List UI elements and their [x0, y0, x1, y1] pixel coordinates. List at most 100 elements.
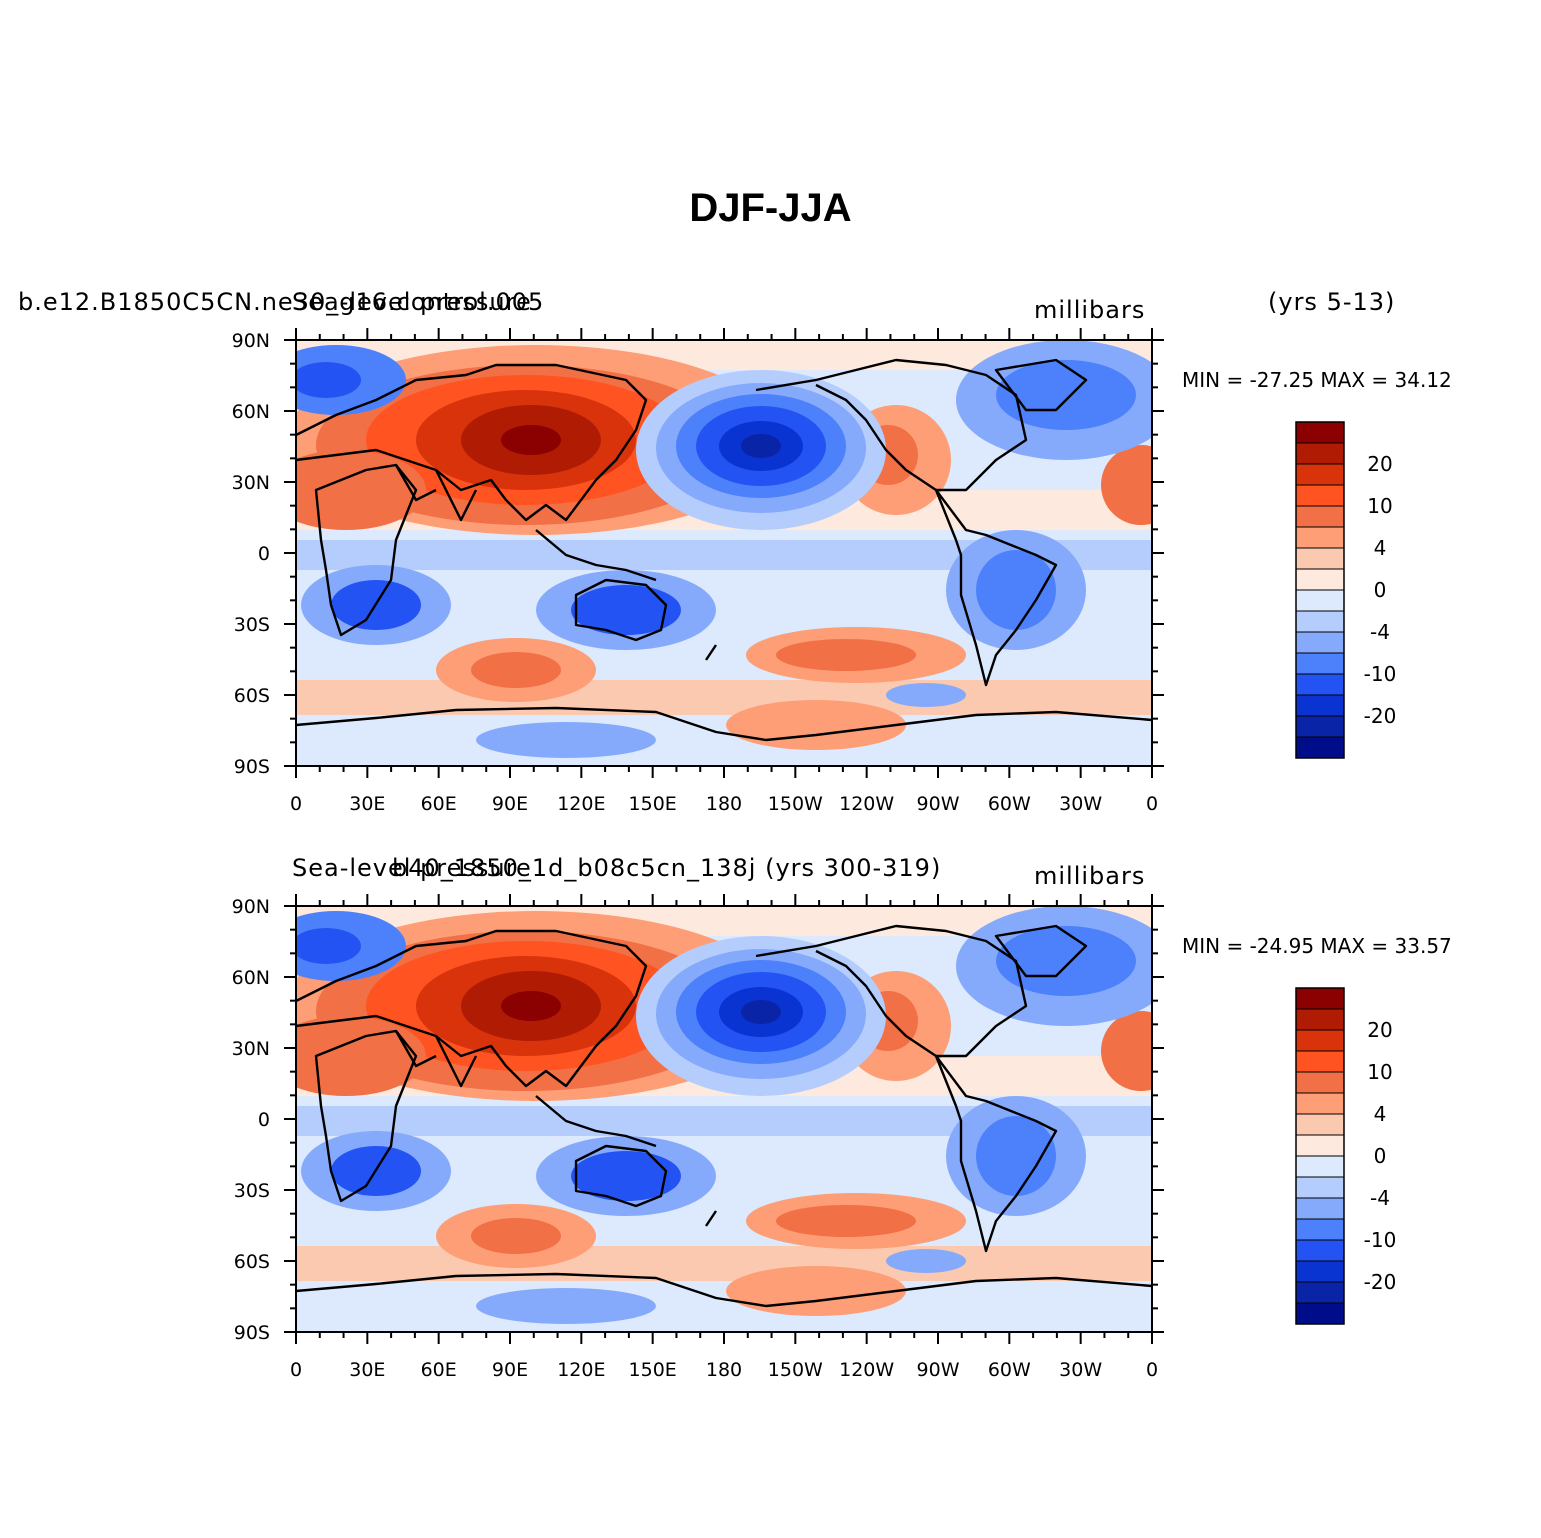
pressure-field [296, 340, 1152, 766]
colorbar-label: 10 [1367, 494, 1392, 518]
lon-tick-label: 120W [839, 1359, 894, 1381]
colorbar-swatch [1295, 1029, 1345, 1052]
colorbar-label: -10 [1364, 662, 1397, 686]
colorbar-swatch [1295, 694, 1345, 717]
lat-tick-label: 0 [258, 543, 270, 565]
colorbar-frame [1295, 987, 1345, 1325]
lat-tick-label: 60N [232, 967, 270, 989]
lon-tick-label: 120E [557, 793, 605, 815]
lat-tick-label: 60S [234, 1251, 270, 1273]
colorbar-swatch [1295, 421, 1345, 444]
colorbar-label: 4 [1374, 536, 1387, 560]
lon-tick-label: 30W [1059, 1359, 1102, 1381]
colorbar-swatch [1295, 736, 1345, 759]
lon-tick-label: 120E [557, 1359, 605, 1381]
lat-tick-label: 30S [234, 1180, 270, 1202]
panel1-years-label: (yrs 5-13) [1268, 288, 1396, 316]
lon-tick-label: 150W [768, 1359, 823, 1381]
colorbar-label: 10 [1367, 1060, 1392, 1084]
panel1-case-label: b.e12.B1850C5CN.ne30_g16.control.005 [18, 288, 545, 316]
panel2-variable-label: Sea-level pressure [292, 854, 532, 882]
lat-tick-label: 0 [258, 1109, 270, 1131]
colorbar-swatch [1295, 1155, 1345, 1178]
map-panel-2: 0 30E 60E 90E 120E 150E 180 150W 120W 90W 60W 30W 09… [232, 894, 1164, 1381]
lon-tick-label: 180 [706, 1359, 742, 1381]
panel2-min-max: MIN = -24.95 MAX = 33.57 [1182, 934, 1452, 958]
lon-tick-label: 60W [988, 793, 1031, 815]
pressure-field [296, 906, 1152, 1332]
lat-tick-label: 30N [232, 472, 270, 494]
colorbar-swatch [1295, 1134, 1345, 1157]
lat-tick-label: 30N [232, 1038, 270, 1060]
colorbar-label: -4 [1370, 1186, 1390, 1210]
colorbar-label: -10 [1364, 1228, 1397, 1252]
colorbar-1: 20 10 4 0 -4 -10 -20 [1295, 421, 1397, 759]
colorbar-swatch [1295, 568, 1345, 591]
lat-tick-label: 30S [234, 614, 270, 636]
colorbar-swatch [1295, 463, 1345, 486]
lon-tick-label: 30W [1059, 793, 1102, 815]
lat-tick-label: 90S [234, 1322, 270, 1344]
lat-tick-label: 90N [232, 896, 270, 918]
colorbar-label: 20 [1367, 1018, 1392, 1042]
colorbar-label: -20 [1364, 1270, 1397, 1294]
colorbar-label: 20 [1367, 452, 1392, 476]
lat-tick-label: 60N [232, 401, 270, 423]
lon-tick-label: 60W [988, 1359, 1031, 1381]
panel2-case-label: b40_1850_1d_b08c5cn_138j (yrs 300-319) [392, 854, 942, 882]
lon-tick-label: 90E [492, 793, 528, 815]
lon-tick-label: 0 [290, 1359, 302, 1381]
colorbar-swatch [1295, 484, 1345, 507]
colorbar-swatch [1295, 1281, 1345, 1304]
lon-tick-label: 180 [706, 793, 742, 815]
lon-tick-label: 90E [492, 1359, 528, 1381]
lon-tick-label: 0 [290, 793, 302, 815]
colorbar-swatch [1295, 1176, 1345, 1199]
colorbar-label: 0 [1374, 1144, 1387, 1168]
colorbar-swatch [1295, 1113, 1345, 1136]
colorbar-swatch [1295, 589, 1345, 612]
colorbar-swatch [1295, 526, 1345, 549]
colorbar-swatch [1295, 1218, 1345, 1241]
figure-title: DJF-JJA [689, 186, 852, 230]
panel1-units-label: millibars [1034, 296, 1146, 324]
colorbar-swatch [1295, 547, 1345, 570]
colorbar-swatch [1295, 1302, 1345, 1325]
colorbar-2: 20 10 4 0 -4 -10 -20 [1295, 987, 1397, 1325]
lon-tick-label: 90W [917, 793, 960, 815]
panel2-units-label: millibars [1034, 862, 1146, 890]
lon-tick-label: 60E [421, 1359, 457, 1381]
map-panel-1: 0 30E 60E 90E 120E 150E 180 150W 120W 90W 60W 30W 09… [232, 328, 1164, 815]
colorbar-swatch [1295, 505, 1345, 528]
colorbar-label: 4 [1374, 1102, 1387, 1126]
colorbar-swatch [1295, 610, 1345, 633]
colorbar-label: -20 [1364, 704, 1397, 728]
lon-tick-label: 90W [917, 1359, 960, 1381]
colorbar-swatch [1295, 1092, 1345, 1115]
lon-tick-label: 60E [421, 793, 457, 815]
colorbar-swatch [1295, 1008, 1345, 1031]
lon-tick-label: 150W [768, 793, 823, 815]
colorbar-label: 0 [1374, 578, 1387, 602]
lat-tick-label: 60S [234, 685, 270, 707]
lon-tick-label: 0 [1146, 1359, 1158, 1381]
colorbar-frame [1295, 421, 1345, 759]
panel1-min-max: MIN = -27.25 MAX = 34.12 [1182, 368, 1452, 392]
colorbar-swatch [1295, 1197, 1345, 1220]
lat-tick-label: 90S [234, 756, 270, 778]
lon-tick-label: 0 [1146, 793, 1158, 815]
colorbar-label: -4 [1370, 620, 1390, 644]
colorbar-swatch [1295, 1239, 1345, 1262]
lon-tick-label: 30E [349, 793, 385, 815]
colorbar-swatch [1295, 1071, 1345, 1094]
colorbar-swatch [1295, 442, 1345, 465]
colorbar-swatch [1295, 987, 1345, 1010]
colorbar-swatch [1295, 652, 1345, 675]
lon-tick-label: 150E [629, 793, 677, 815]
lon-tick-label: 150E [629, 1359, 677, 1381]
colorbar-swatch [1295, 715, 1345, 738]
colorbar-swatch [1295, 673, 1345, 696]
lon-tick-label: 120W [839, 793, 894, 815]
lat-tick-label: 90N [232, 330, 270, 352]
